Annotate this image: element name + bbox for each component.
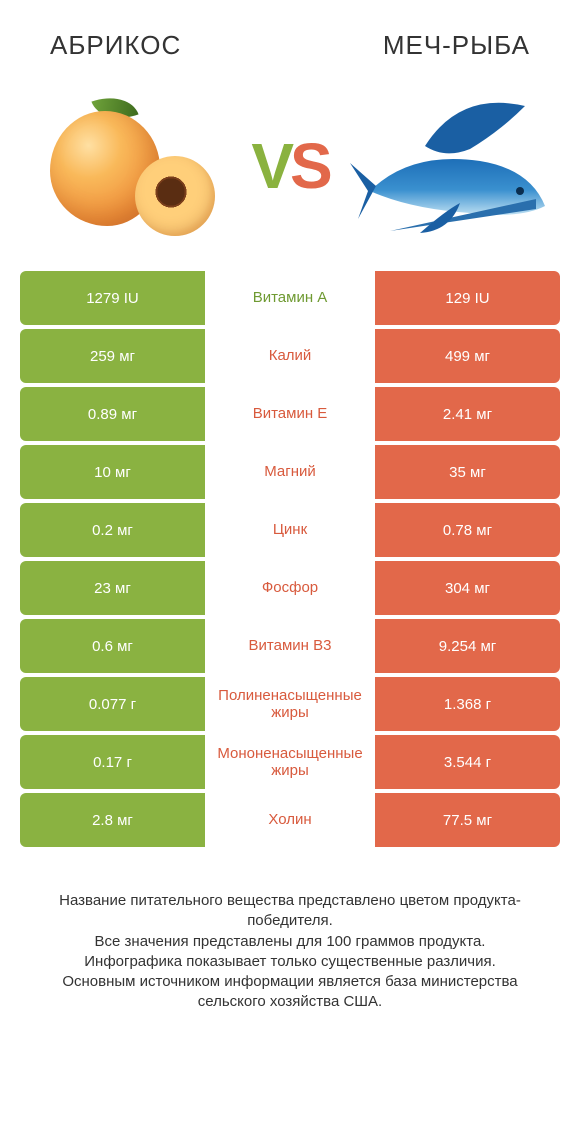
nutrient-label: Мононенасыщенные жиры — [205, 735, 375, 789]
vs-s: S — [290, 130, 329, 202]
table-row: 2.8 мгХолин77.5 мг — [20, 793, 560, 847]
right-value: 2.41 мг — [375, 387, 560, 441]
left-value: 10 мг — [20, 445, 205, 499]
left-value: 0.6 мг — [20, 619, 205, 673]
left-value: 259 мг — [20, 329, 205, 383]
right-value: 9.254 мг — [375, 619, 560, 673]
table-row: 0.89 мгВитамин E2.41 мг — [20, 387, 560, 441]
table-row: 0.077 гПолиненасыщенные жиры1.368 г — [20, 677, 560, 731]
vs-v: V — [251, 130, 290, 202]
right-value: 77.5 мг — [375, 793, 560, 847]
nutrient-label: Фосфор — [205, 561, 375, 615]
left-value: 2.8 мг — [20, 793, 205, 847]
nutrient-label: Цинк — [205, 503, 375, 557]
left-value: 0.077 г — [20, 677, 205, 731]
hero-row: VS — [0, 81, 580, 271]
left-value: 0.17 г — [20, 735, 205, 789]
right-value: 35 мг — [375, 445, 560, 499]
vs-label: VS — [251, 129, 328, 203]
table-row: 0.6 мгВитамин B39.254 мг — [20, 619, 560, 673]
apricot-illustration — [30, 91, 230, 241]
left-value: 0.89 мг — [20, 387, 205, 441]
nutrient-label: Холин — [205, 793, 375, 847]
right-value: 1.368 г — [375, 677, 560, 731]
table-row: 0.2 мгЦинк0.78 мг — [20, 503, 560, 557]
swordfish-illustration — [350, 91, 550, 241]
nutrient-label: Калий — [205, 329, 375, 383]
footnote-text: Название питательного вещества представл… — [0, 851, 580, 1013]
nutrient-label: Витамин A — [205, 271, 375, 325]
left-value: 1279 IU — [20, 271, 205, 325]
left-product-title: АБРИКОС — [50, 30, 181, 61]
nutrient-label: Витамин B3 — [205, 619, 375, 673]
table-row: 10 мгМагний35 мг — [20, 445, 560, 499]
right-value: 0.78 мг — [375, 503, 560, 557]
nutrient-label: Витамин E — [205, 387, 375, 441]
right-product-title: МЕЧ-РЫБА — [383, 30, 530, 61]
right-value: 129 IU — [375, 271, 560, 325]
table-row: 1279 IUВитамин A129 IU — [20, 271, 560, 325]
left-value: 0.2 мг — [20, 503, 205, 557]
table-row: 0.17 гМононенасыщенные жиры3.544 г — [20, 735, 560, 789]
right-value: 3.544 г — [375, 735, 560, 789]
nutrient-label: Магний — [205, 445, 375, 499]
nutrient-label: Полиненасыщенные жиры — [205, 677, 375, 731]
right-value: 304 мг — [375, 561, 560, 615]
comparison-table: 1279 IUВитамин A129 IU259 мгКалий499 мг0… — [20, 271, 560, 847]
table-row: 259 мгКалий499 мг — [20, 329, 560, 383]
right-value: 499 мг — [375, 329, 560, 383]
table-row: 23 мгФосфор304 мг — [20, 561, 560, 615]
header: АБРИКОС МЕЧ-РЫБА — [0, 0, 580, 81]
left-value: 23 мг — [20, 561, 205, 615]
